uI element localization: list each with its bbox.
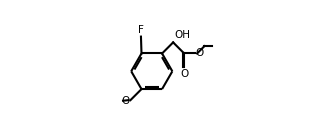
Text: OH: OH [174, 30, 190, 40]
Text: O: O [121, 96, 129, 106]
Text: F: F [138, 25, 144, 35]
Text: O: O [180, 69, 188, 79]
Text: O: O [196, 48, 204, 58]
